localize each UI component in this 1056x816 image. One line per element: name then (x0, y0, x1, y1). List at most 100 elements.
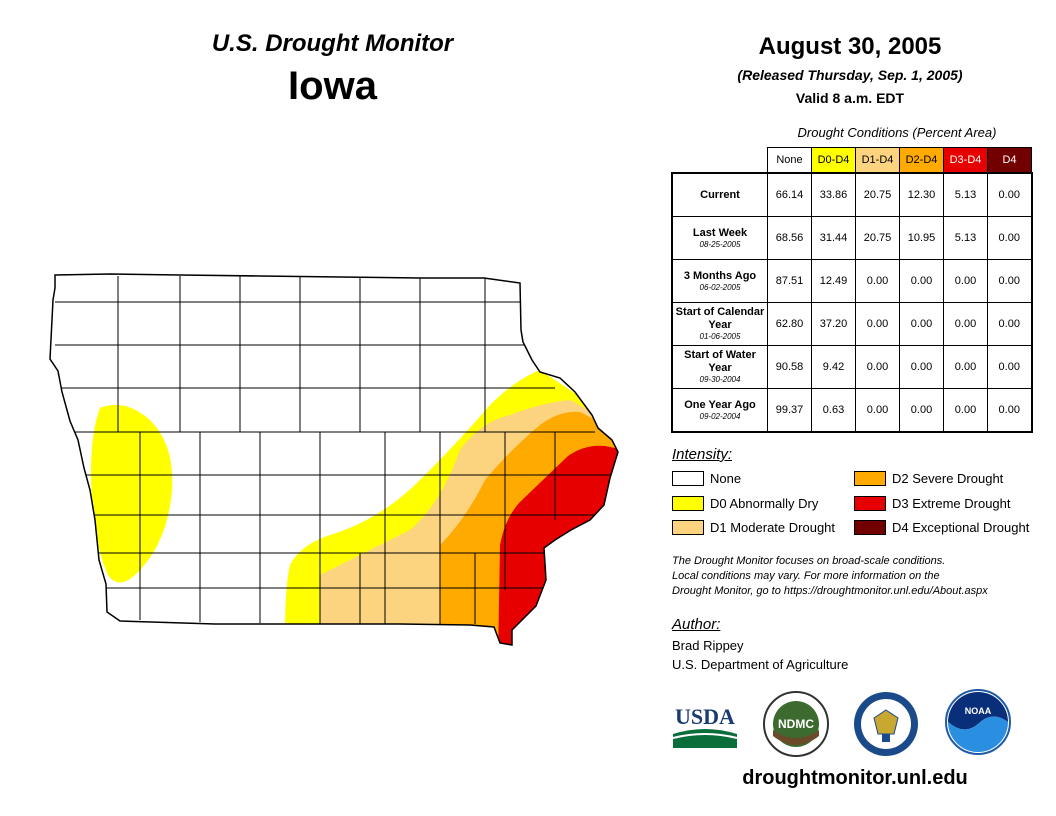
table-cell: 0.00 (987, 388, 1033, 433)
table-cell: 90.58 (767, 345, 812, 389)
table-row: 3 Months Ago 06-02-2005 87.51 12.49 0.00 … (671, 259, 1033, 303)
table-cell: 0.00 (899, 259, 944, 303)
table-cell: 12.30 (899, 172, 944, 217)
legend-swatch (672, 496, 704, 511)
county-lines (55, 276, 612, 624)
legend-label: D0 Abnormally Dry (710, 496, 819, 511)
row-label-text: Current (700, 188, 740, 201)
author-name: Brad Rippey (672, 638, 744, 653)
table-cell: 33.86 (811, 172, 856, 217)
table-cell: 20.75 (855, 172, 900, 217)
table-cell: 0.00 (855, 345, 900, 389)
usda-logo-text: USDA (675, 704, 735, 729)
col-d3-d4: D3-D4 (943, 147, 988, 174)
table-cell: 0.00 (855, 302, 900, 346)
table-cell: 87.51 (767, 259, 812, 303)
table-cell: 0.00 (899, 345, 944, 389)
iowa-drought-map (49, 273, 619, 646)
state-name: Iowa (288, 64, 377, 108)
table-cell: 0.00 (899, 302, 944, 346)
table-cell: 0.00 (943, 388, 988, 433)
table-cell: 0.00 (987, 302, 1033, 346)
noaa-logo: NOAA (945, 689, 1011, 755)
col-d0-d4: D0-D4 (811, 147, 856, 174)
map-title: U.S. Drought Monitor (211, 30, 454, 57)
table-cell: 0.00 (855, 388, 900, 433)
table-cell: 12.49 (811, 259, 856, 303)
table-row: Start of Water Year 09-30-2004 90.58 9.42… (671, 345, 1033, 389)
legend-label: D4 Exceptional Drought (892, 520, 1030, 535)
table-cell: 0.00 (855, 259, 900, 303)
table-row: One Year Ago 09-02-2004 99.37 0.63 0.00 0… (671, 388, 1033, 433)
row-label-text: Start of Calendar Year (675, 306, 765, 331)
legend-swatch (672, 471, 704, 486)
table-cell: 5.13 (943, 216, 988, 260)
table-cell: 62.80 (767, 302, 812, 346)
map-date: August 30, 2005 (758, 33, 942, 60)
note-line: The Drought Monitor focuses on broad-sca… (672, 555, 946, 567)
legend-swatch (672, 520, 704, 535)
row-label-text: Last Week (692, 226, 748, 239)
legend-label: D3 Extreme Drought (892, 496, 1011, 511)
author-title: Author: (672, 616, 721, 633)
legend-label: D1 Moderate Drought (710, 520, 836, 535)
row-label: Start of Water Year 09-30-2004 (671, 345, 768, 389)
table-cell: 10.95 (899, 216, 944, 260)
table-header-row: None D0-D4 D1-D4 D2-D4 D3-D4 D4 (672, 147, 1032, 174)
row-label: One Year Ago 09-02-2004 (671, 388, 768, 433)
author-org: U.S. Department of Agriculture (672, 657, 849, 672)
noaa-logo-text: NOAA (965, 706, 992, 716)
table-cell: 66.14 (767, 172, 812, 217)
table-cell: 0.00 (899, 388, 944, 433)
valid-time: Valid 8 a.m. EDT (795, 90, 905, 106)
usda-logo: USDA (672, 704, 738, 748)
table-cell: 0.00 (987, 172, 1033, 217)
row-label: Current (671, 172, 768, 217)
d0-area-west (91, 404, 173, 583)
table-row: Last Week 08-25-2005 68.56 31.44 20.75 10… (671, 216, 1033, 260)
table-cell: 0.00 (943, 302, 988, 346)
table-cell: 20.75 (855, 216, 900, 260)
table-cell: 68.56 (767, 216, 812, 260)
table-cell: 0.63 (811, 388, 856, 433)
row-label: Start of Calendar Year 01-06-2005 (671, 302, 768, 346)
ndmc-logo-text: NDMC (778, 717, 814, 731)
row-sublabel: 09-02-2004 (699, 411, 741, 421)
row-label-text: Start of Water Year (684, 349, 756, 374)
drought-conditions-table: None D0-D4 D1-D4 D2-D4 D3-D4 D4 Current … (671, 147, 1033, 433)
header-blank-cell (672, 148, 768, 174)
legend-label: D2 Severe Drought (892, 471, 1004, 486)
legend-title: Intensity: (672, 446, 733, 463)
table-caption: Drought Conditions (Percent Area) (797, 125, 997, 140)
row-sublabel: 08-25-2005 (699, 239, 741, 249)
table-cell: 0.00 (943, 345, 988, 389)
table-cell: 0.00 (943, 259, 988, 303)
footer-url[interactable]: droughtmonitor.unl.edu (742, 767, 968, 789)
ndmc-logo: NDMC (763, 691, 829, 757)
col-d1-d4: D1-D4 (855, 147, 900, 174)
row-label: 3 Months Ago 06-02-2005 (671, 259, 768, 303)
table-cell: 37.20 (811, 302, 856, 346)
table-cell: 31.44 (811, 216, 856, 260)
note-line: Local conditions may vary. For more info… (672, 570, 940, 582)
legend-label: None (710, 471, 742, 486)
legend-swatch (854, 471, 886, 486)
release-date: (Released Thursday, Sep. 1, 2005) (737, 67, 963, 83)
table-cell: 0.00 (987, 216, 1033, 260)
legend-swatch (854, 520, 886, 535)
commerce-seal-logo (854, 692, 918, 756)
row-label: Last Week 08-25-2005 (671, 216, 768, 260)
info-note: The Drought Monitor focuses on broad-sca… (672, 554, 1052, 599)
row-sublabel: 01-06-2005 (699, 332, 741, 341)
table-row: Current 66.14 33.86 20.75 12.30 5.13 0.0… (671, 172, 1033, 217)
row-label-text: 3 Months Ago (683, 269, 757, 282)
table-cell: 99.37 (767, 388, 812, 433)
col-none: None (767, 147, 812, 174)
table-cell: 5.13 (943, 172, 988, 217)
row-sublabel: 09-30-2004 (699, 375, 741, 384)
table-cell: 9.42 (811, 345, 856, 389)
legend-swatch (854, 496, 886, 511)
note-line: Drought Monitor, go to https://droughtmo… (672, 585, 988, 597)
table-row: Start of Calendar Year 01-06-2005 62.80 3… (671, 302, 1033, 346)
row-label-text: One Year Ago (684, 398, 756, 411)
